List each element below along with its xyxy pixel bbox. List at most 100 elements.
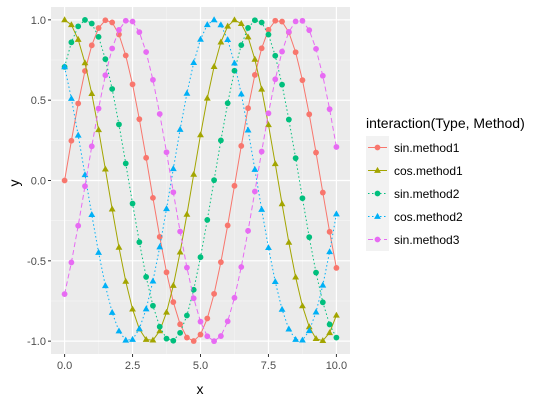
data-point — [61, 177, 68, 184]
data-point — [237, 90, 245, 97]
legend-item-sin.method2: sin.method2 — [366, 182, 460, 205]
series-cos.method2 — [61, 16, 340, 343]
data-point — [169, 165, 177, 172]
series-sin.method2 — [61, 17, 340, 344]
data-point — [238, 264, 245, 270]
data-point — [313, 45, 319, 52]
data-point — [82, 17, 88, 23]
data-point — [285, 116, 292, 123]
data-point — [142, 335, 150, 342]
data-point — [245, 25, 251, 31]
data-point — [210, 63, 218, 69]
data-point — [150, 194, 156, 201]
data-point — [169, 281, 177, 288]
data-point — [163, 269, 170, 276]
x-tick-label: 7.5 — [261, 360, 276, 372]
data-point — [190, 170, 198, 177]
data-point — [163, 205, 170, 212]
data-point — [88, 211, 96, 218]
data-point — [251, 188, 258, 195]
data-point — [278, 305, 286, 312]
data-point — [150, 302, 156, 309]
data-point — [95, 126, 102, 133]
data-point — [292, 273, 300, 280]
legend: sin.method1 cos.method1 sin.method2 cos.met… — [366, 136, 463, 251]
data-point — [190, 295, 197, 302]
data-point — [203, 94, 211, 101]
data-point — [299, 77, 306, 84]
data-point — [176, 125, 184, 132]
data-point — [61, 63, 69, 70]
data-point — [197, 35, 204, 42]
data-point — [68, 259, 75, 266]
data-point — [81, 59, 89, 66]
data-point — [122, 336, 130, 343]
data-point — [82, 183, 88, 190]
y-axis: -1.0 -0.5 0.0 0.5 1.0 — [27, 15, 51, 348]
data-point — [156, 323, 163, 330]
y-tick-label: 0.5 — [31, 95, 46, 107]
data-point — [279, 48, 285, 55]
data-point — [184, 312, 190, 319]
data-point — [326, 321, 333, 328]
data-point — [197, 331, 204, 338]
data-point — [299, 17, 306, 24]
data-point — [292, 335, 300, 342]
data-point — [204, 333, 211, 340]
legend-label: sin.method2 — [394, 187, 460, 201]
data-point — [116, 121, 122, 128]
data-point — [95, 33, 102, 40]
data-point — [224, 318, 231, 325]
x-tick-label: 0.0 — [57, 360, 72, 372]
data-point — [312, 308, 320, 315]
data-point — [204, 217, 211, 223]
data-point — [197, 131, 204, 138]
series-layer — [61, 16, 340, 345]
data-point — [67, 21, 75, 28]
data-point — [183, 89, 191, 96]
y-axis-label: y — [6, 180, 22, 187]
x-tick-label: 2.5 — [125, 360, 140, 372]
series-line — [64, 20, 337, 342]
data-point — [177, 228, 184, 235]
legend-title: interaction(Type, Method) — [366, 115, 525, 131]
data-point — [190, 59, 198, 66]
data-point — [122, 17, 129, 24]
data-point — [313, 269, 319, 276]
data-point — [88, 20, 95, 27]
data-point — [271, 160, 279, 167]
data-point — [265, 121, 272, 128]
data-point — [74, 131, 82, 138]
data-point — [279, 18, 285, 25]
data-point — [285, 325, 293, 332]
data-point — [299, 302, 306, 309]
legend-item-cos.method1: cos.method1 — [366, 159, 463, 182]
data-point — [326, 329, 334, 336]
data-point — [135, 325, 143, 332]
data-point — [170, 189, 177, 196]
data-point — [136, 239, 143, 246]
data-point — [129, 200, 136, 207]
data-point — [102, 17, 109, 24]
data-point — [306, 234, 313, 241]
x-axis: 0.0 2.5 5.0 7.5 10.0 — [57, 354, 347, 372]
data-point — [332, 210, 340, 217]
data-point — [67, 94, 75, 101]
y-tick-label: -1.0 — [27, 336, 46, 348]
data-point — [143, 274, 150, 280]
data-point — [265, 110, 272, 117]
data-point — [251, 165, 259, 172]
data-point — [217, 137, 224, 144]
data-point — [285, 28, 292, 35]
data-point — [258, 85, 266, 92]
data-point — [217, 21, 225, 28]
data-point — [68, 137, 75, 144]
data-point — [183, 210, 191, 217]
data-point — [305, 327, 313, 334]
data-point — [109, 45, 116, 52]
data-point — [109, 19, 116, 26]
data-point — [333, 144, 340, 150]
data-point — [88, 143, 95, 150]
data-point — [258, 205, 266, 212]
data-point — [238, 42, 245, 49]
